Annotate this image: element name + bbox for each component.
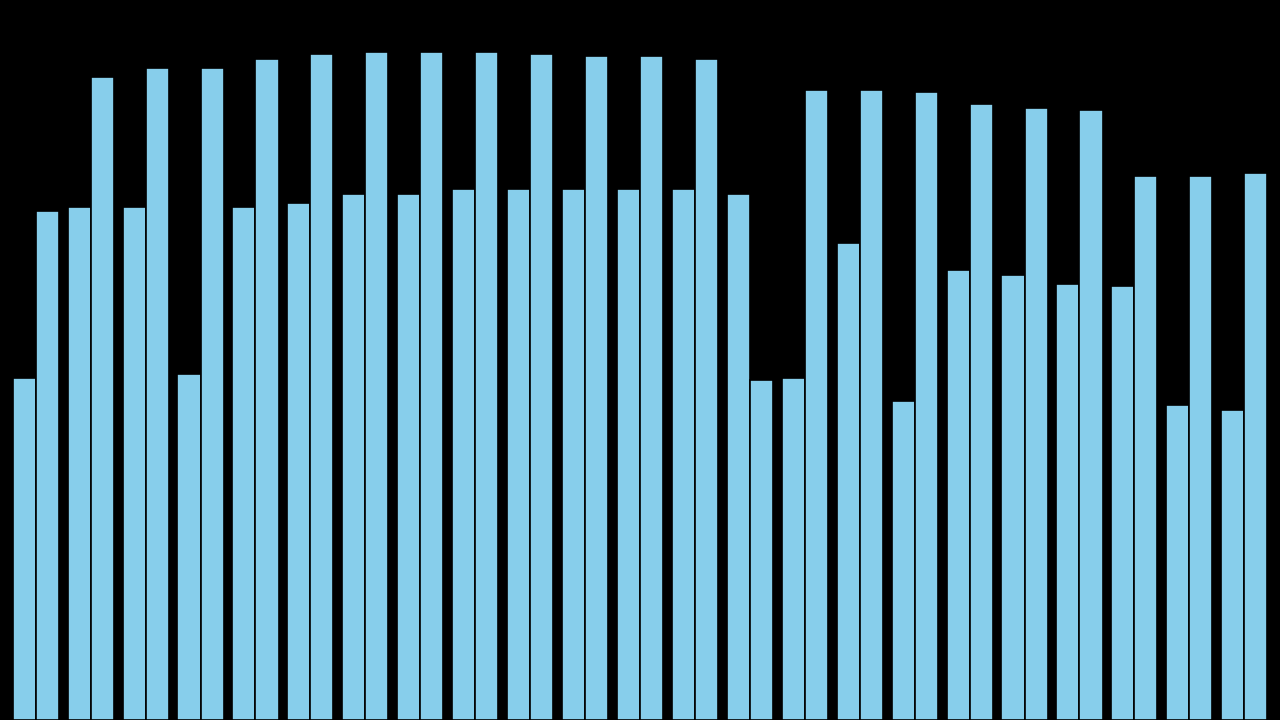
Bar: [782, 378, 805, 720]
Bar: [562, 189, 585, 720]
Bar: [1189, 176, 1212, 720]
Bar: [507, 189, 530, 720]
Bar: [805, 90, 828, 720]
Bar: [727, 194, 750, 720]
Bar: [123, 207, 146, 720]
Bar: [68, 207, 91, 720]
Bar: [1056, 284, 1079, 720]
Bar: [178, 374, 201, 720]
Bar: [201, 68, 224, 720]
Bar: [452, 189, 475, 720]
Bar: [695, 58, 718, 720]
Bar: [342, 194, 365, 720]
Bar: [365, 53, 388, 720]
Bar: [915, 91, 938, 720]
Bar: [233, 207, 256, 720]
Bar: [1079, 109, 1102, 720]
Bar: [892, 400, 915, 720]
Bar: [970, 104, 993, 720]
Bar: [750, 380, 773, 720]
Bar: [1001, 274, 1024, 720]
Bar: [530, 54, 553, 720]
Bar: [1134, 176, 1157, 720]
Bar: [91, 76, 114, 720]
Bar: [397, 194, 420, 720]
Bar: [672, 189, 695, 720]
Bar: [860, 90, 883, 720]
Bar: [310, 54, 334, 720]
Bar: [1111, 286, 1134, 720]
Bar: [13, 378, 36, 720]
Bar: [420, 53, 443, 720]
Bar: [946, 270, 970, 720]
Bar: [475, 53, 498, 720]
Bar: [1221, 410, 1244, 720]
Bar: [640, 55, 663, 720]
Bar: [287, 202, 310, 720]
Bar: [617, 189, 640, 720]
Bar: [1166, 405, 1189, 720]
Bar: [1244, 173, 1267, 720]
Bar: [585, 55, 608, 720]
Bar: [837, 243, 860, 720]
Bar: [146, 68, 169, 720]
Bar: [36, 212, 59, 720]
Bar: [256, 58, 279, 720]
Bar: [1024, 108, 1047, 720]
